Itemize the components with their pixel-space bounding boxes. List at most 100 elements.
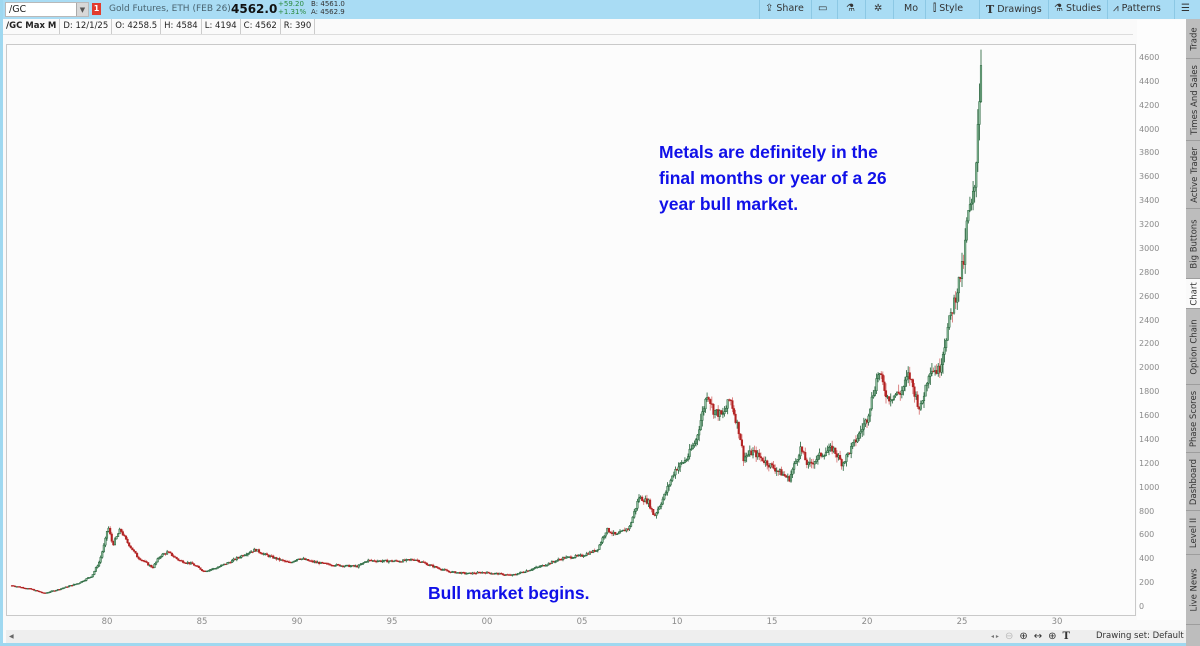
chart-bottom-bar: ◀ ◂ ▸ ⊖ ⊕ ↔ ⊕ T Drawing set: Default — [6, 630, 1186, 643]
studies-lab-button[interactable]: ⚗ — [846, 3, 855, 14]
price-chart-plot[interactable] — [6, 44, 1136, 616]
annotation-line: Metals are definitely in the — [659, 142, 878, 162]
timeframe-label: Mo — [904, 3, 919, 14]
link-group-badge[interactable]: 1 — [92, 3, 101, 15]
side-tab-level-ii[interactable]: Level II — [1186, 511, 1200, 555]
crosshair-icon[interactable]: ⊕ — [1048, 631, 1057, 642]
scroll-left-arrow-icon[interactable]: ◀ — [9, 633, 14, 640]
side-tab-label: Times And Sales — [1189, 64, 1200, 135]
price-tick-label: 3600 — [1139, 172, 1160, 182]
side-tab-trade[interactable]: Trade — [1186, 19, 1200, 59]
text-tool-icon[interactable]: T — [1062, 631, 1070, 642]
symbol-selector[interactable]: /GC ▼ — [5, 2, 89, 17]
bid-ask: B: 4561.0 A: 4562.9 — [311, 0, 345, 16]
side-tab-times-and-sales[interactable]: Times And Sales — [1186, 59, 1200, 141]
divider — [979, 0, 980, 19]
side-tab-label: Option Chain — [1189, 318, 1200, 375]
time-tick-label: 25 — [956, 617, 968, 627]
symbol-input[interactable]: /GC — [9, 4, 27, 15]
side-panel-tabs: Trade Times And Sales Active Trader Big But… — [1186, 19, 1200, 646]
price-tick-label: 1600 — [1139, 411, 1160, 421]
bar-high: H: 4584 — [161, 19, 202, 34]
side-tab-chart[interactable]: Chart — [1186, 279, 1200, 309]
bar-low: L: 4194 — [202, 19, 241, 34]
price-change: +59.20 +1.31% — [278, 0, 307, 16]
percent-change: +1.31% — [278, 7, 307, 16]
calendar-events-button[interactable]: ▭ — [818, 3, 827, 14]
bar-range: R: 390 — [281, 19, 316, 34]
price-tick-label: 2000 — [1139, 363, 1160, 373]
time-tick-label: 85 — [196, 617, 208, 627]
gear-icon: ✲ — [874, 3, 883, 14]
side-tab-big-buttons[interactable]: Big Buttons — [1186, 209, 1200, 279]
divider — [865, 0, 866, 19]
chart-toolbar: /GC ▼ 1 Gold Futures, ETH (FEB 26) 4562.… — [3, 0, 1200, 19]
zoom-out-icon[interactable]: ⊖ — [1004, 631, 1014, 642]
drawing-set-selector[interactable]: Drawing set: Default — [1096, 631, 1184, 641]
studies-label: Studies — [1065, 3, 1102, 14]
pan-arrows-icon[interactable]: ◂ ▸ — [991, 633, 999, 640]
last-price: 4562.0 — [231, 2, 278, 16]
ohlc-info-bar: /GC Max M D: 12/1/25 O: 4258.5 H: 4584 L… — [3, 19, 1133, 35]
time-tick-label: 90 — [291, 617, 303, 627]
side-tab-label: Chart — [1189, 281, 1200, 306]
ask-price: A: 4562.9 — [311, 7, 345, 16]
horizontal-zoom-icon[interactable]: ↔ — [1033, 631, 1043, 642]
side-tab-live-news[interactable]: Live News — [1186, 555, 1200, 625]
time-tick-label: 95 — [386, 617, 398, 627]
time-tick-label: 30 — [1051, 617, 1063, 627]
side-tab-dashboard[interactable]: Dashboard — [1186, 453, 1200, 511]
price-tick-label: 4400 — [1139, 76, 1160, 86]
divider — [811, 0, 812, 19]
side-tab-active-trader[interactable]: Active Trader — [1186, 141, 1200, 209]
side-tab-label: Trade — [1189, 26, 1200, 51]
divider — [1048, 0, 1049, 19]
candlestick-series — [10, 49, 983, 594]
time-tick-label: 20 — [861, 617, 873, 627]
bid-price: B: 4561.0 — [311, 0, 345, 8]
time-tick-label: 10 — [671, 617, 683, 627]
text-tool-icon: T — [986, 3, 995, 16]
divider — [893, 0, 894, 19]
chart-name: /GC Max M — [3, 19, 61, 34]
studies-button[interactable]: ⚗ Studies — [1054, 3, 1101, 14]
time-axis[interactable]: 80 85 90 95 00 05 10 15 20 25 30 — [6, 617, 1136, 629]
divider — [925, 0, 926, 19]
price-tick-label: 600 — [1139, 530, 1155, 540]
zoom-in-icon[interactable]: ⊕ — [1019, 631, 1028, 642]
divider — [1174, 0, 1175, 19]
share-button[interactable]: ⇪ Share — [765, 3, 804, 14]
price-tick-label: 1000 — [1139, 482, 1160, 492]
price-tick-label: 1200 — [1139, 458, 1160, 468]
chevron-down-icon[interactable]: ▼ — [76, 3, 88, 16]
time-tick-label: 80 — [101, 617, 113, 627]
flask-icon: ⚗ — [846, 3, 855, 14]
price-tick-label: 800 — [1139, 506, 1155, 516]
price-tick-label: 1400 — [1139, 434, 1160, 444]
price-tick-label: 1800 — [1139, 387, 1160, 397]
price-axis[interactable]: 0 200 400 600 800 1000 1200 1400 1600 1800 2000 220… — [1137, 20, 1186, 620]
drawings-button[interactable]: T Drawings — [986, 3, 1042, 16]
side-tab-option-chain[interactable]: Option Chain — [1186, 309, 1200, 385]
side-tab-label: Big Buttons — [1189, 218, 1200, 269]
net-change: +59.20 — [278, 0, 304, 8]
patterns-button[interactable]: ⩘ Patterns — [1113, 3, 1161, 14]
style-button[interactable]: ⫿ Style — [933, 3, 963, 14]
annotation-line: final months or year of a 26 — [659, 168, 887, 188]
divider — [1107, 0, 1108, 19]
side-tab-phase-scores[interactable]: Phase Scores — [1186, 385, 1200, 453]
side-tab-label: Active Trader — [1189, 146, 1200, 203]
price-tick-label: 3200 — [1139, 220, 1160, 230]
annotation-top: Metals are definitely in the final month… — [659, 139, 887, 217]
side-tab-label: Dashboard — [1189, 458, 1200, 505]
price-tick-label: 0 — [1139, 602, 1145, 611]
price-tick-label: 200 — [1139, 578, 1155, 588]
bar-date: D: 12/1/25 — [60, 19, 113, 34]
price-tick-label: 400 — [1139, 554, 1155, 564]
share-label: Share — [776, 3, 804, 14]
annotation-line: year bull market. — [659, 194, 799, 214]
timeframe-button[interactable]: Mo — [904, 3, 918, 14]
settings-button[interactable]: ✲ — [874, 3, 882, 14]
menu-button[interactable]: ☰ — [1181, 3, 1190, 14]
annotation-bottom: Bull market begins. — [428, 583, 590, 603]
